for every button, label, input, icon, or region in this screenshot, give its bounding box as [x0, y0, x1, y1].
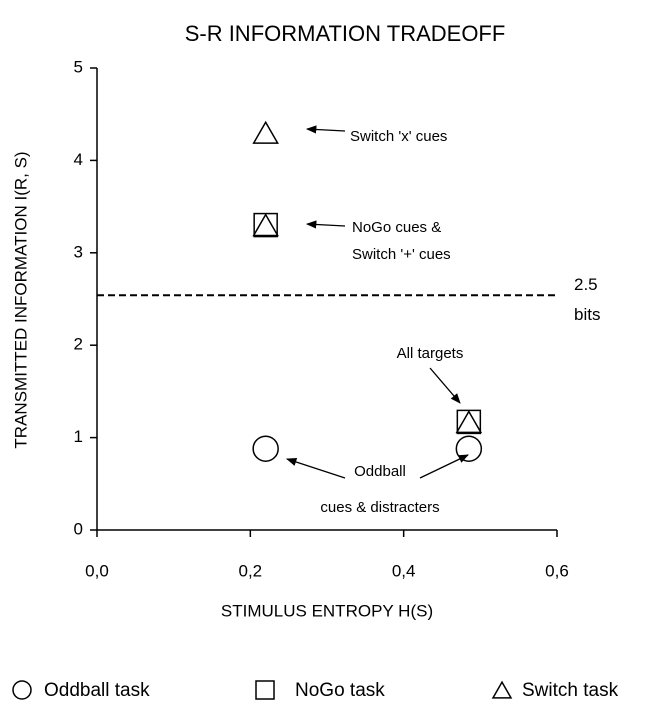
threshold-label: bits [574, 305, 600, 324]
square-marker [456, 409, 482, 435]
triangle-marker [252, 120, 279, 144]
y-tick-label: 4 [74, 150, 83, 169]
legend-label: NoGo task [295, 680, 385, 701]
circle-marker [252, 435, 279, 462]
square-marker [253, 212, 278, 238]
annotation: Switch '+' cues [352, 246, 451, 263]
annotation-arrow [305, 220, 346, 229]
annotation: Switch 'x' cues [350, 128, 447, 145]
legend-label: Switch task [522, 680, 619, 701]
x-tick-label: 0,2 [239, 561, 263, 580]
triangle-marker [491, 680, 513, 699]
triangle-marker [455, 409, 483, 434]
annotation: cues & distracters [320, 499, 439, 516]
x-tick-label: 0,4 [392, 561, 416, 580]
y-tick-label: 2 [74, 335, 83, 354]
annotation-arrow [286, 457, 346, 479]
annotation-arrow [305, 125, 346, 134]
x-axis-label: STIMULUS ENTROPY H(S) [221, 601, 433, 620]
square-marker [255, 680, 275, 700]
y-tick-label: 5 [74, 57, 83, 76]
triangle-marker [252, 213, 279, 237]
y-tick-label: 1 [74, 427, 83, 446]
annotation-arrow [419, 454, 469, 479]
y-tick-label: 3 [74, 242, 83, 261]
annotation: All targets [397, 345, 464, 362]
annotation: NoGo cues & [352, 219, 441, 236]
y-tick-label: 0 [74, 519, 83, 538]
legend-label: Oddball task [44, 680, 150, 701]
chart-title: S-R INFORMATION TRADEOFF [185, 21, 506, 46]
annotation-arrow [429, 367, 461, 404]
y-axis-label: TRANSMITTED INFORMATION I(R, S) [11, 151, 30, 448]
circle-marker [12, 680, 32, 700]
threshold-label: 2.5 [574, 275, 598, 294]
x-tick-label: 0,6 [545, 561, 569, 580]
annotation: Oddball [354, 463, 406, 480]
x-tick-label: 0,0 [85, 561, 109, 580]
circle-marker [455, 435, 483, 462]
